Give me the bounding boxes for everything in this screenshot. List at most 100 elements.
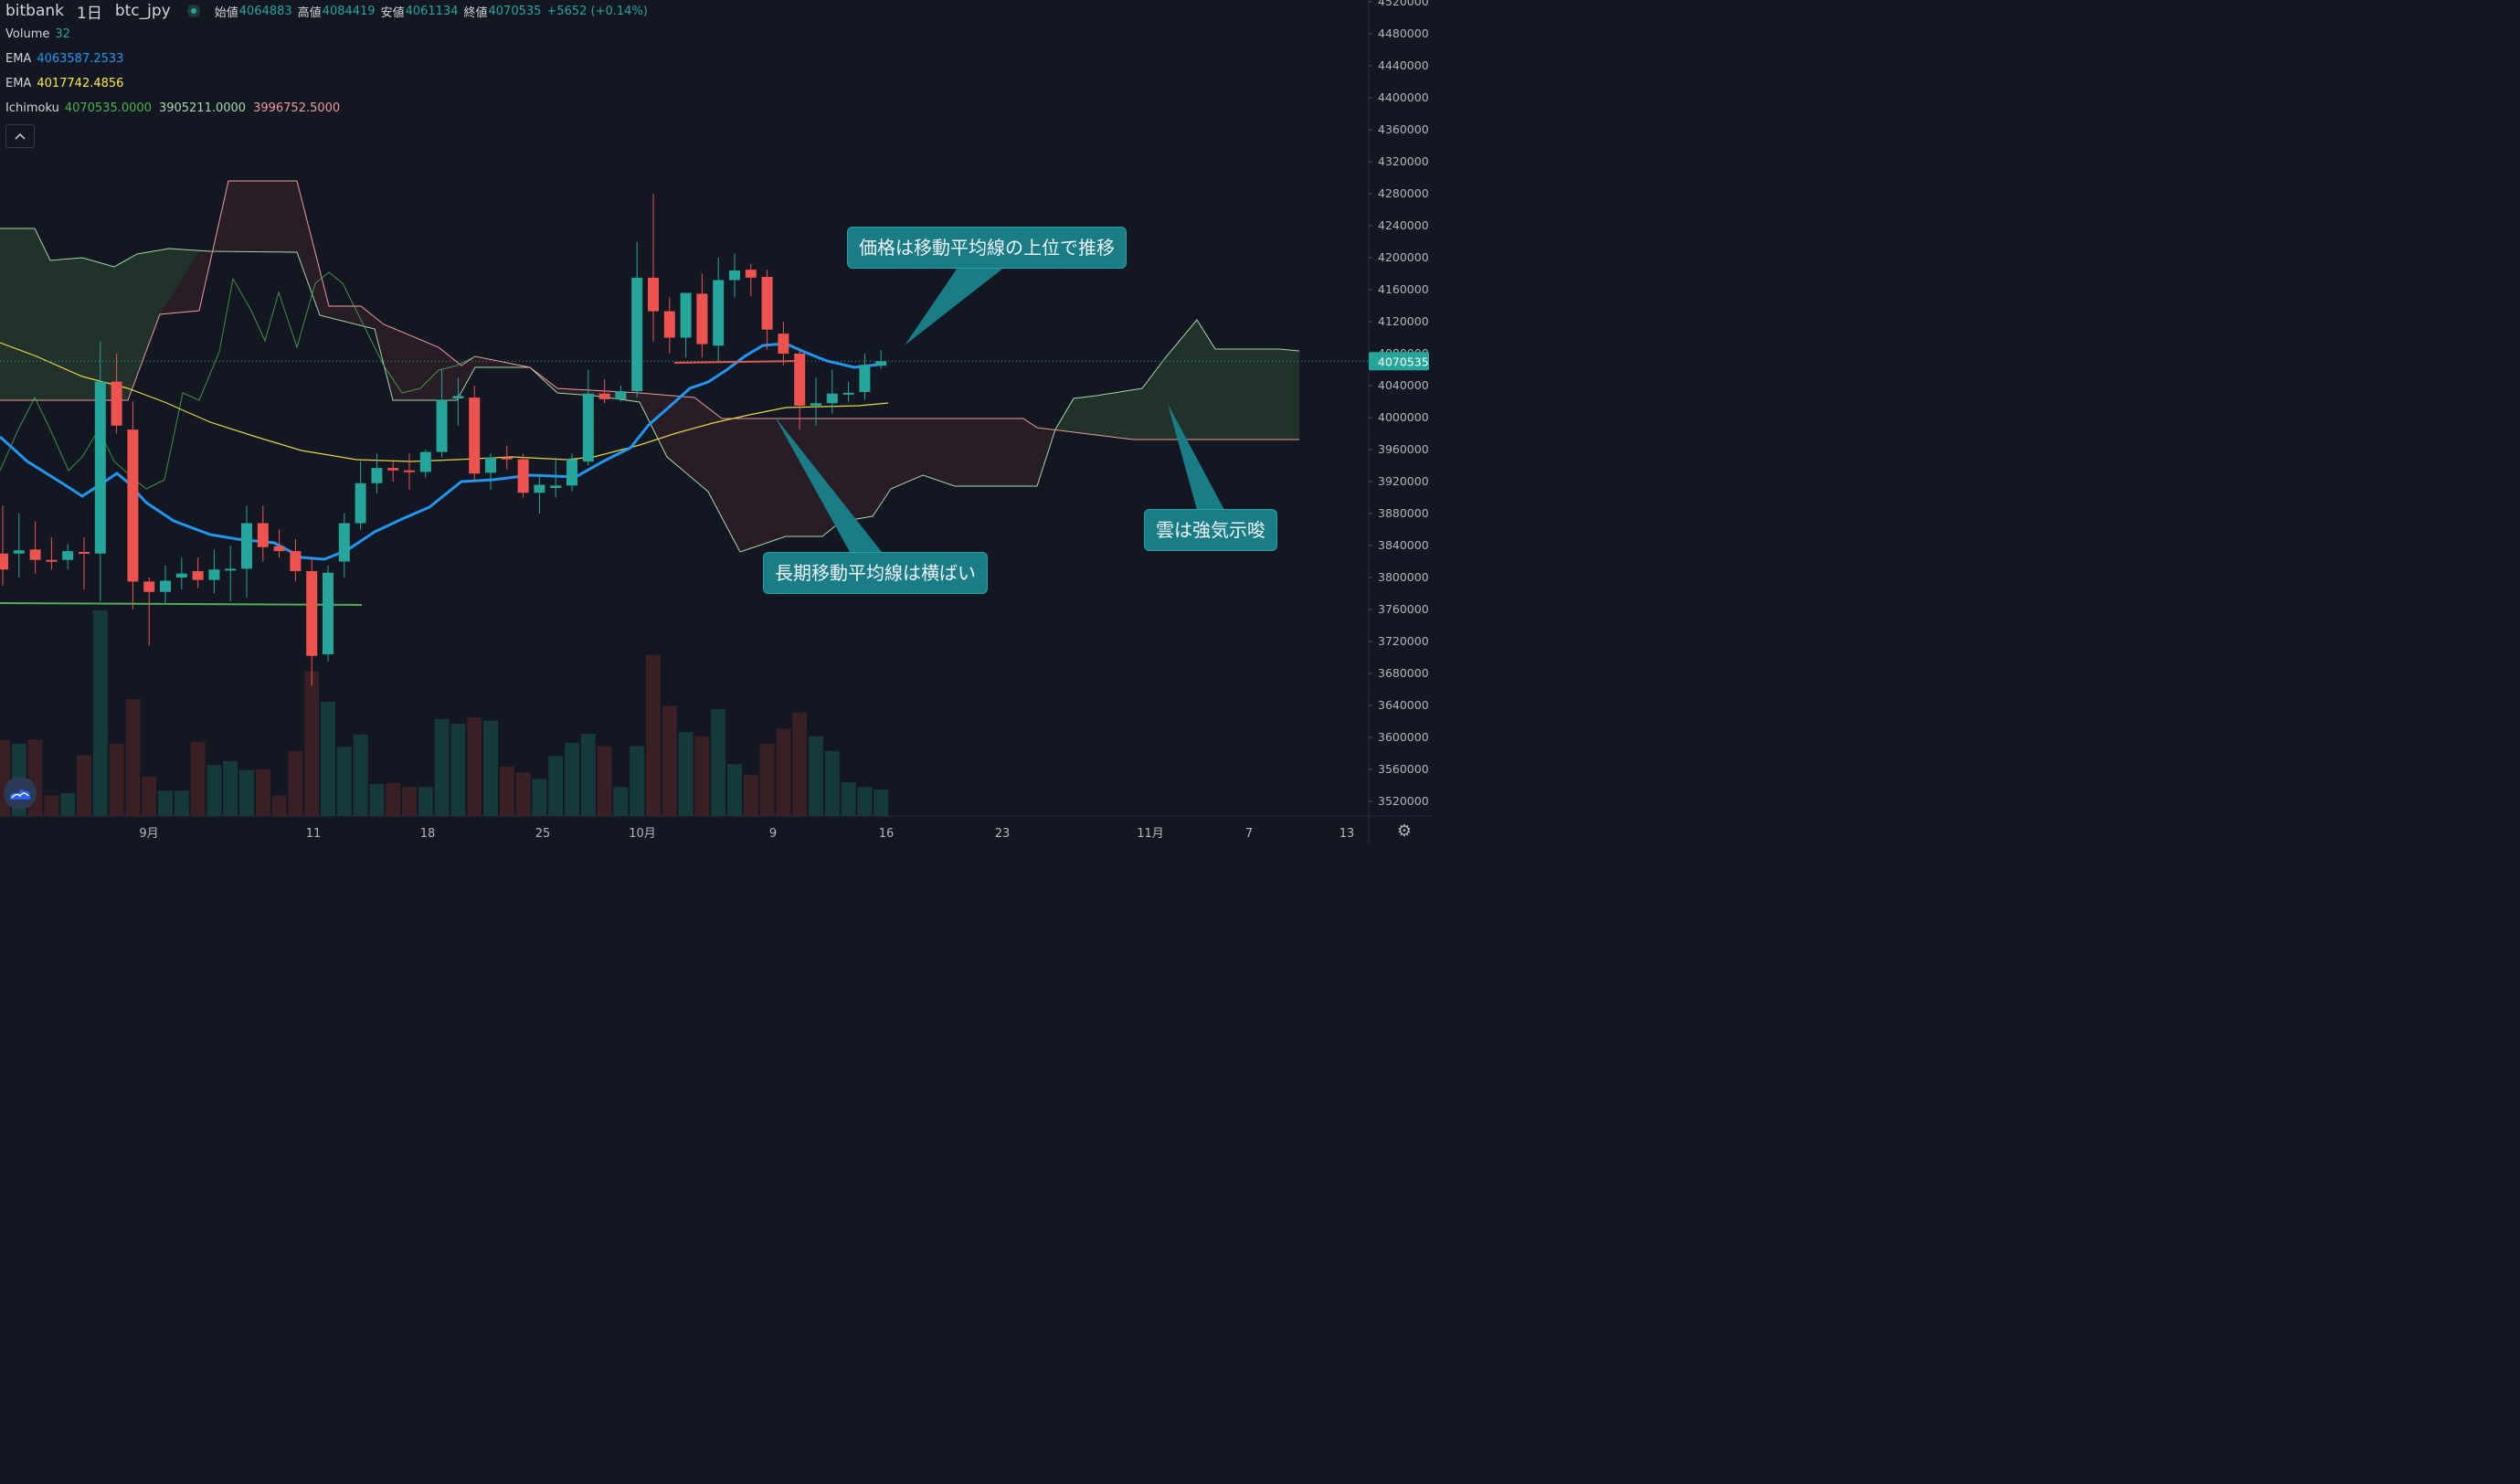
callout-pointer — [1168, 404, 1224, 510]
price-tick-label: 3680000 — [1378, 666, 1429, 680]
volume-bar — [499, 767, 514, 816]
volume-bar — [467, 717, 482, 816]
gear-icon[interactable]: ⚙ — [1396, 822, 1413, 841]
price-tick-label: 4240000 — [1378, 218, 1429, 232]
chart-header: bitbank 1日 btc_jpy 始値 4064883 高値 4084419… — [5, 0, 653, 23]
time-tick-label: 25 — [535, 827, 551, 841]
candle-body — [794, 354, 806, 406]
volume-bar — [662, 705, 677, 816]
candle-body — [94, 381, 106, 554]
candle-body — [615, 391, 627, 399]
time-tick-label: 23 — [995, 827, 1011, 841]
low-label: 安値 — [380, 5, 405, 20]
volume-bar — [369, 783, 385, 816]
callout-long-ma-flat: 長期移動平均線は横ばい — [763, 552, 988, 594]
volume-bar — [44, 795, 59, 816]
price-tick-label: 3520000 — [1378, 794, 1429, 808]
volume-bar — [711, 709, 726, 816]
candle-body — [696, 293, 708, 344]
candle-body — [810, 403, 821, 406]
volume-bar — [515, 772, 531, 816]
interval[interactable]: 1日 — [77, 4, 102, 23]
open-label: 始値 — [214, 5, 238, 20]
current-price-label: 4070535 — [1378, 355, 1429, 368]
volume-bar — [353, 734, 368, 816]
candle-body — [648, 277, 659, 312]
price-tick-label: 4120000 — [1378, 314, 1429, 328]
ema-slow-legend[interactable]: EMA 4017742.4856 — [5, 77, 123, 90]
ema-fast-legend[interactable]: EMA 4063587.2533 — [5, 52, 123, 66]
volume-bar — [792, 712, 808, 816]
price-axis: 4520000 4480000 4440000 4400000 4360000 43200… — [1369, 0, 1429, 808]
volume-bar — [0, 740, 10, 816]
volume-legend[interactable]: Volume 32 — [5, 27, 70, 41]
price-tick-label: 4520000 — [1378, 0, 1429, 8]
volume-bar — [60, 792, 76, 816]
time-tick-label: 9月 — [139, 827, 158, 841]
time-tick-label: 16 — [879, 827, 895, 841]
candle-body — [323, 572, 334, 654]
annotations — [775, 265, 1224, 552]
volume-bar — [727, 764, 742, 816]
volume-bar — [434, 718, 450, 816]
candle-body — [387, 468, 399, 471]
price-tick-label: 3760000 — [1378, 602, 1429, 616]
chart-canvas[interactable]: 4520000 4480000 4440000 4400000 4360000 43200… — [0, 0, 1433, 843]
volume-bar — [483, 720, 498, 816]
time-tick-label: 7 — [1245, 827, 1253, 841]
time-tick-label: 9 — [769, 827, 777, 841]
volume-bar — [613, 787, 629, 816]
candle-body — [371, 468, 383, 483]
candle-body — [208, 569, 220, 580]
volume-bar — [418, 787, 433, 816]
price-tick-label: 3960000 — [1378, 442, 1429, 456]
candle-body — [859, 365, 871, 392]
volume-bar — [223, 760, 238, 816]
candle-body — [257, 523, 269, 547]
market-status-icon — [186, 5, 200, 17]
ichimoku-cloud — [0, 180, 1300, 553]
volume-bar — [402, 787, 417, 816]
low-value: 4061134 — [405, 4, 459, 18]
volume-bar — [597, 746, 612, 816]
cloud-fill-bearish — [0, 181, 1299, 552]
volume-bar — [255, 768, 270, 816]
candle-body — [566, 459, 577, 486]
pair-symbol[interactable]: btc_jpy — [114, 2, 171, 20]
candle-body — [842, 392, 854, 395]
candle-body — [13, 550, 25, 554]
price-tick-label: 3600000 — [1378, 730, 1429, 744]
candle-body — [62, 551, 74, 560]
candle-body — [306, 571, 318, 656]
volume-bar — [92, 610, 108, 816]
cloud-fill-bullish-left — [0, 228, 199, 400]
candle-body — [0, 553, 8, 570]
tradingview-logo-icon[interactable] — [4, 777, 37, 810]
candle-body — [404, 470, 415, 472]
volume-bar — [206, 765, 222, 816]
candle-body — [355, 482, 366, 524]
open-value: 4064883 — [238, 4, 292, 18]
candle-body — [501, 457, 513, 460]
collapse-legend-button[interactable] — [5, 124, 35, 148]
candle-body — [582, 393, 594, 462]
price-tick-label: 4400000 — [1378, 90, 1429, 104]
ema-slow-name: EMA — [5, 77, 32, 90]
candle-body — [729, 270, 740, 281]
price-tick-label: 3800000 — [1378, 570, 1429, 584]
price-tick-label: 4360000 — [1378, 122, 1429, 136]
ema-slow-value: 4017742.4856 — [37, 77, 124, 90]
candle-body — [79, 552, 90, 554]
change-value: +5652 (+0.14%) — [546, 4, 648, 18]
senkou-span-a — [0, 228, 1300, 553]
volume-bars — [0, 610, 889, 816]
volume-bar — [174, 790, 189, 816]
candle-body — [436, 399, 448, 452]
candle-body — [778, 334, 789, 354]
ema-fast-line — [0, 342, 887, 561]
volume-bar — [450, 724, 466, 816]
volume-bar — [824, 750, 840, 816]
volume-bar — [239, 769, 254, 816]
ichimoku-legend[interactable]: Ichimoku 4070535.0000 3905211.0000 3996752.… — [5, 101, 340, 115]
volume-bar — [630, 746, 645, 816]
